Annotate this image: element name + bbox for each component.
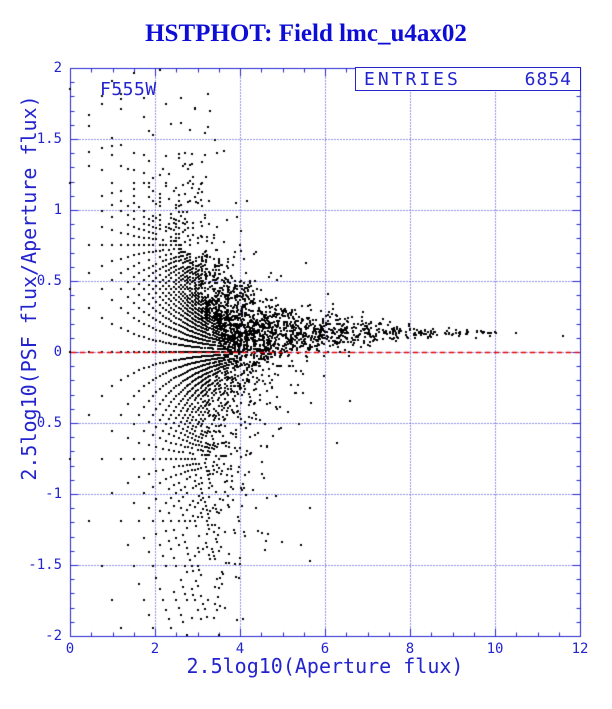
entries-count: 6854 <box>524 68 572 90</box>
y-tick-label: 1.5 <box>36 131 62 147</box>
y-tick-label: -0.5 <box>28 415 62 431</box>
y-tick-label: 1 <box>53 202 62 218</box>
entries-legend-box: ENTRIES 6854 <box>355 67 581 91</box>
y-tick-label: 2 <box>53 60 62 76</box>
filter-label: F555W <box>100 79 157 100</box>
y-tick-label: -1 <box>45 486 62 502</box>
x-tick-label: 6 <box>320 641 330 657</box>
x-tick-label: 10 <box>486 641 504 657</box>
y-tick-label: -1.5 <box>28 557 62 573</box>
y-tick-label: 0.5 <box>36 273 62 289</box>
y-tick-label: -2 <box>45 628 62 644</box>
x-tick-label: 8 <box>405 641 415 657</box>
entries-label: ENTRIES <box>364 68 461 90</box>
x-axis-title: 2.5log10(Aperture flux) <box>186 654 464 678</box>
x-tick-label: 12 <box>571 641 589 657</box>
x-tick-label: 0 <box>65 641 75 657</box>
x-tick-label: 4 <box>235 641 245 657</box>
x-tick-label: 2 <box>150 641 160 657</box>
y-tick-label: 0 <box>53 344 62 360</box>
